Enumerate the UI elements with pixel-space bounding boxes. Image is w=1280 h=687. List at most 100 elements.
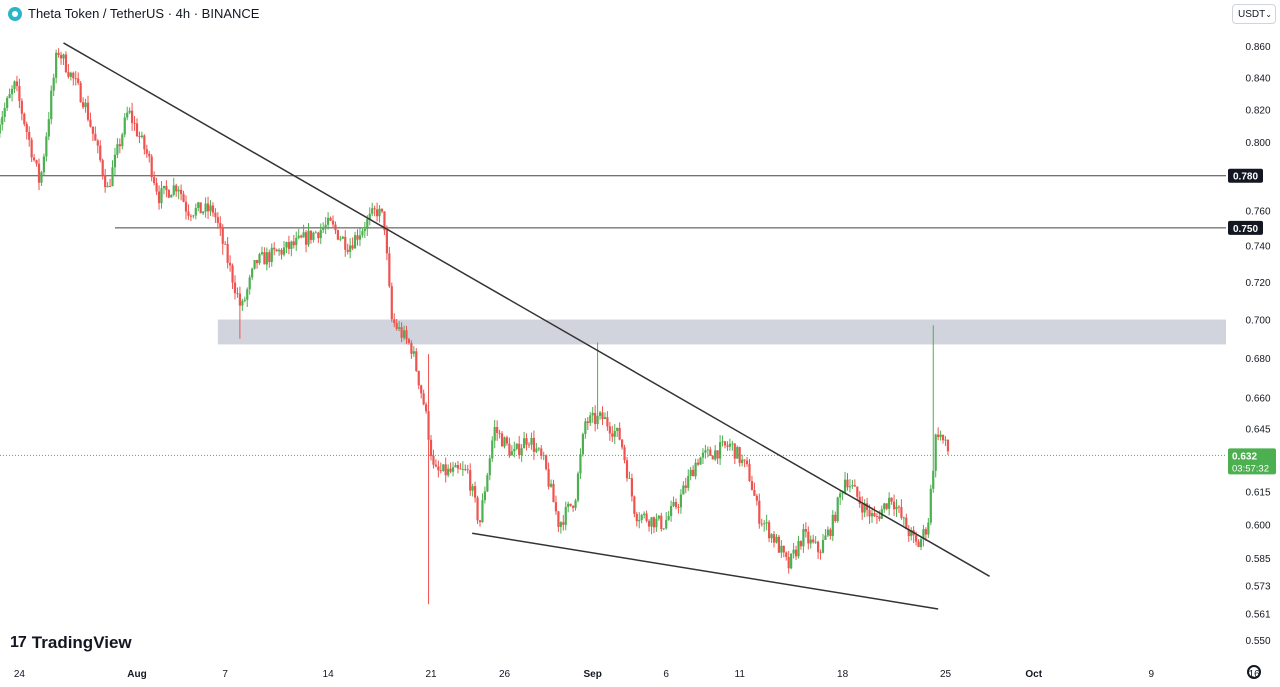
tradingview-logo[interactable]: 17 TradingView — [10, 633, 132, 653]
candle — [679, 489, 682, 514]
candle — [476, 495, 479, 524]
candle-body — [388, 253, 391, 287]
candle-body — [138, 136, 141, 137]
price-tick-label: 0.600 — [1245, 520, 1270, 531]
candle-body — [229, 262, 232, 266]
candle — [47, 112, 50, 141]
candle — [278, 248, 281, 256]
candle — [18, 78, 21, 109]
candle — [491, 436, 494, 462]
price-tick-label: 0.550 — [1245, 636, 1270, 647]
settings-gear-icon[interactable] — [1247, 665, 1261, 679]
candle-body — [89, 119, 92, 127]
candle-body — [37, 163, 41, 183]
candle — [829, 527, 832, 540]
candle-body — [932, 470, 935, 489]
resistance-zone-layer — [217, 319, 1227, 345]
candle — [807, 526, 810, 550]
candle — [792, 543, 795, 559]
time-tick-label: 24 — [14, 669, 26, 680]
candle-body — [763, 523, 766, 525]
candle-body — [640, 514, 643, 520]
candle-body — [398, 327, 401, 329]
candle-body — [518, 443, 521, 456]
candle-body — [231, 265, 234, 283]
candle-body — [300, 235, 303, 238]
candle-body — [719, 442, 722, 459]
candle — [824, 529, 827, 541]
candle — [934, 433, 937, 478]
candle-body — [628, 478, 631, 479]
candle-body — [946, 439, 950, 452]
candle — [270, 243, 273, 267]
candle — [133, 115, 136, 131]
candle — [474, 481, 477, 503]
candle-body — [547, 469, 550, 487]
candle-body — [525, 438, 528, 445]
trendline[interactable] — [472, 532, 939, 610]
candle — [30, 137, 33, 162]
price-axis[interactable]: 0.860 0.840 0.820 0.800 0.760 0.740 0.720 0.700… — [1245, 42, 1270, 647]
candle-body — [878, 516, 881, 519]
candle-body — [929, 488, 932, 523]
candle-body — [738, 447, 741, 464]
candle — [417, 370, 420, 390]
candle-body — [861, 503, 864, 513]
candle-body — [559, 522, 562, 527]
time-axis[interactable]: 24 Aug 7 14 21 26 Sep 6 11 18 25 Oct 9 16 — [14, 669, 1260, 680]
candle — [694, 458, 697, 480]
candle-body — [131, 110, 134, 123]
candle — [255, 259, 259, 269]
candle — [64, 51, 68, 74]
candle-body — [630, 478, 633, 497]
candle — [456, 460, 460, 474]
candle — [339, 235, 342, 242]
candle — [157, 185, 161, 210]
candle — [317, 231, 320, 244]
candle — [13, 80, 16, 94]
level-label-text: 0.780 — [1233, 172, 1258, 183]
candle — [689, 466, 692, 481]
candle — [696, 458, 700, 467]
candle — [89, 112, 92, 128]
candle-body — [270, 247, 273, 263]
candle — [461, 461, 464, 476]
candle — [518, 435, 521, 459]
candle-body — [743, 459, 746, 461]
candle — [192, 214, 195, 219]
price-tick-label: 0.860 — [1245, 42, 1270, 53]
price-tick-label: 0.585 — [1245, 554, 1270, 565]
candle — [569, 503, 572, 507]
candle-body — [500, 433, 504, 447]
candle-body — [799, 541, 803, 547]
trendline[interactable] — [63, 42, 990, 577]
currency-select[interactable]: USDT ⌄ — [1232, 4, 1276, 24]
candle — [540, 445, 543, 460]
candle-body — [483, 491, 486, 501]
candle-body — [356, 235, 359, 240]
candle-body — [10, 88, 14, 95]
resistance-zone[interactable] — [217, 319, 1227, 345]
candle-body — [172, 185, 175, 195]
candle-body — [47, 119, 50, 137]
candle-body — [917, 541, 920, 547]
candle-body — [579, 454, 582, 474]
candle — [704, 444, 707, 459]
symbol-header[interactable]: Theta Token / TetherUS · 4h · BINANCE — [8, 6, 259, 21]
candle — [682, 481, 685, 495]
candle-body — [314, 232, 317, 234]
candle-body — [567, 503, 570, 507]
candle — [380, 208, 384, 214]
candle — [211, 202, 215, 217]
candle-body — [515, 443, 518, 449]
candle-body — [344, 236, 347, 250]
candle — [716, 450, 719, 465]
candle — [45, 132, 48, 162]
candle — [449, 462, 452, 474]
candle — [126, 106, 129, 121]
candle-body — [439, 470, 442, 472]
candle-body — [96, 140, 99, 146]
candle — [581, 432, 584, 457]
